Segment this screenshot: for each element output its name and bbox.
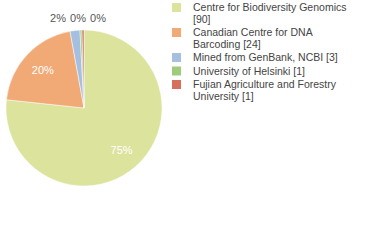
- chart: 75% 20% 2% 0% 0% Centre for Biodiversity Geno…: [0, 0, 380, 240]
- data-label: 2%: [50, 12, 66, 24]
- legend-swatch: [172, 28, 181, 37]
- legend-label-line: Fujian Agriculture and Forestry: [193, 78, 337, 90]
- legend-label-line: Canadian Centre for DNA: [193, 26, 313, 38]
- pie-slice: [70, 30, 84, 108]
- data-label: 0%: [70, 12, 86, 24]
- legend-swatch: [172, 53, 181, 62]
- legend-label: Canadian Centre for DNABarcoding [24]: [193, 26, 313, 50]
- legend-label: Fujian Agriculture and ForestryUniversit…: [193, 78, 337, 102]
- legend-label-line: Centre for Biodiversity Genomics: [193, 1, 346, 13]
- legend-label: Centre for Biodiversity Genomics[90]: [193, 1, 346, 25]
- legend-swatch: [172, 3, 181, 12]
- legend-label: Mined from GenBank, NCBI [3]: [193, 51, 338, 63]
- legend-label-line: University of Helsinki [1]: [193, 65, 305, 77]
- legend-label-line: [90]: [193, 13, 211, 25]
- data-label: 0%: [90, 12, 106, 24]
- pie-slice: [82, 30, 84, 108]
- legend-label: University of Helsinki [1]: [193, 65, 305, 77]
- legend-label-line: Mined from GenBank, NCBI [3]: [193, 51, 338, 63]
- data-label: 20%: [32, 64, 54, 76]
- data-label: 75%: [111, 144, 133, 156]
- legend: Centre for Biodiversity Genomics[90]Cana…: [172, 1, 346, 102]
- pie-slice: [6, 30, 162, 186]
- legend-label-line: University [1]: [193, 90, 254, 102]
- legend-label-line: Barcoding [24]: [193, 38, 261, 50]
- legend-swatch: [172, 80, 181, 89]
- pie: 75% 20% 2% 0% 0%: [6, 12, 162, 186]
- legend-swatch: [172, 67, 181, 76]
- pie-slice: [80, 30, 84, 108]
